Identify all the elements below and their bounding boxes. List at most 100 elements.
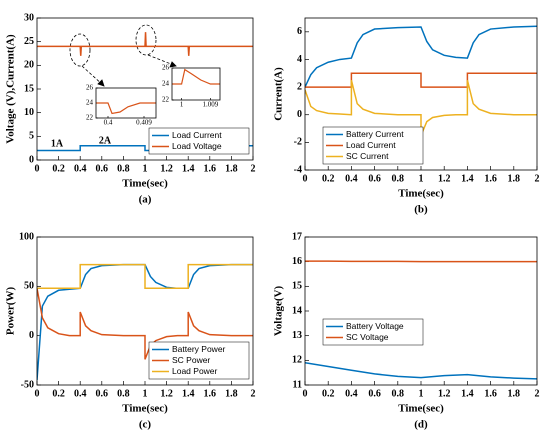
- x-tick-label: 1.6: [484, 173, 497, 184]
- x-tick-label: 1: [180, 101, 184, 109]
- caption: (d): [414, 419, 428, 431]
- x-tick-label: 1: [419, 173, 424, 184]
- x-tick-label: 1.4: [461, 173, 474, 184]
- y-tick-label: 26: [162, 64, 170, 72]
- arrow-head: [169, 61, 177, 68]
- y-tick-label: 10: [24, 107, 34, 118]
- x-tick-label: 0.2: [52, 163, 65, 174]
- y-tick-label: 15: [24, 83, 34, 94]
- y-tick-label: 26: [86, 84, 94, 92]
- y-tick-label: 20: [24, 60, 34, 71]
- caption: (a): [139, 194, 152, 206]
- y-tick-label: 0: [297, 109, 302, 120]
- callout-ellipse: [69, 33, 91, 67]
- x-tick-label: 0.6: [368, 388, 381, 399]
- y-tick-label: 22: [86, 114, 94, 122]
- x-tick-label: 0.409: [136, 119, 152, 127]
- legend-label: SC Power: [172, 355, 210, 365]
- x-tick-label: 0.8: [392, 173, 405, 184]
- x-tick-label: 2: [535, 388, 540, 399]
- x-tick-label: 0: [35, 163, 40, 174]
- x-tick-label: 1.2: [160, 163, 173, 174]
- x-tick-label: 1.6: [204, 163, 217, 174]
- plot-frame: [304, 17, 538, 171]
- x-tick-label: 0.8: [392, 388, 405, 399]
- y-tick-label: 24: [86, 99, 94, 107]
- series-line: [305, 72, 537, 88]
- y-tick-label: -2: [294, 137, 302, 148]
- x-tick-label: 0: [35, 388, 40, 399]
- x-axis-label: Time(sec): [398, 403, 444, 415]
- x-tick-label: 0.8: [117, 388, 130, 399]
- series-line: [305, 25, 537, 88]
- y-axis-label: Current(A): [273, 67, 285, 121]
- x-tick-label: 0.8: [117, 163, 130, 174]
- x-tick-label: 1.8: [508, 388, 521, 399]
- plot-frame: [36, 17, 254, 161]
- annotation: 1A: [51, 138, 64, 149]
- series-line: [305, 80, 537, 136]
- inset-callouts: [69, 24, 177, 87]
- x-tick-label: 1.8: [225, 388, 238, 399]
- legend-label: Load Current: [346, 140, 396, 150]
- y-axis-label: Voltage(V): [273, 286, 285, 337]
- x-tick-label: 0.6: [368, 173, 381, 184]
- x-tick-label: 0.4: [345, 173, 358, 184]
- legend-label: Battery Voltage: [346, 321, 404, 331]
- legend-label: SC Current: [346, 151, 389, 161]
- y-tick-label: 4: [297, 54, 302, 65]
- x-tick-label: 0: [303, 173, 308, 184]
- callout-ellipse: [135, 24, 157, 56]
- y-axis-label: Voltage (V),Current(A): [5, 34, 17, 144]
- x-tick-label: 0.4: [74, 163, 87, 174]
- legend-label: Load Power: [172, 366, 218, 376]
- x-tick-label: 1.4: [461, 388, 474, 399]
- y-tick-label: 100: [19, 231, 34, 242]
- x-tick-label: 0.4: [104, 119, 113, 127]
- plot-frame: [36, 236, 254, 386]
- x-axis-label: Time(sec): [398, 188, 444, 200]
- x-tick-label: 0.6: [96, 163, 109, 174]
- x-tick-label: 0.2: [322, 388, 335, 399]
- x-tick-label: 1.8: [508, 173, 521, 184]
- y-tick-label: 0: [29, 330, 34, 341]
- x-tick-label: 1.2: [438, 388, 451, 399]
- y-tick-label: 14: [292, 305, 302, 316]
- x-tick-label: 2: [251, 388, 256, 399]
- x-axis-label: Time(sec): [122, 178, 168, 190]
- caption: (b): [414, 204, 428, 216]
- legend-label: Load Voltage: [172, 141, 222, 151]
- series-line: [172, 68, 220, 85]
- y-tick-label: 25: [24, 36, 34, 47]
- x-tick-label: 1.6: [484, 388, 497, 399]
- x-tick-label: 1.2: [438, 173, 451, 184]
- annotation: 2A: [99, 135, 112, 146]
- legend-label: Load Current: [172, 130, 222, 140]
- plot-frame: [304, 236, 538, 386]
- x-tick-label: 1.009: [203, 101, 219, 109]
- x-tick-label: 0.6: [96, 388, 109, 399]
- x-tick-label: 2: [535, 173, 540, 184]
- caption: (c): [139, 419, 152, 431]
- y-tick-label: 2: [297, 81, 302, 92]
- plot-frame: [95, 87, 157, 119]
- legend-box: [322, 318, 424, 346]
- arrow-head: [97, 79, 105, 87]
- y-tick-label: 12: [292, 355, 302, 366]
- y-tick-label: 30: [24, 12, 34, 23]
- series-line: [305, 260, 537, 263]
- plot-frame: [171, 67, 221, 101]
- legend-label: Battery Power: [172, 344, 226, 354]
- series-line: [37, 32, 253, 56]
- x-tick-label: 1.2: [160, 388, 173, 399]
- y-tick-label: 11: [293, 379, 302, 390]
- series-line: [37, 288, 253, 360]
- x-tick-label: 1.4: [182, 388, 195, 399]
- x-tick-label: 1.4: [182, 163, 195, 174]
- y-axis-label: Power(W): [5, 287, 17, 336]
- y-tick-label: -50: [21, 379, 34, 390]
- x-tick-label: 1.8: [225, 163, 238, 174]
- y-tick-label: 24: [162, 80, 170, 88]
- x-tick-label: 1: [143, 163, 148, 174]
